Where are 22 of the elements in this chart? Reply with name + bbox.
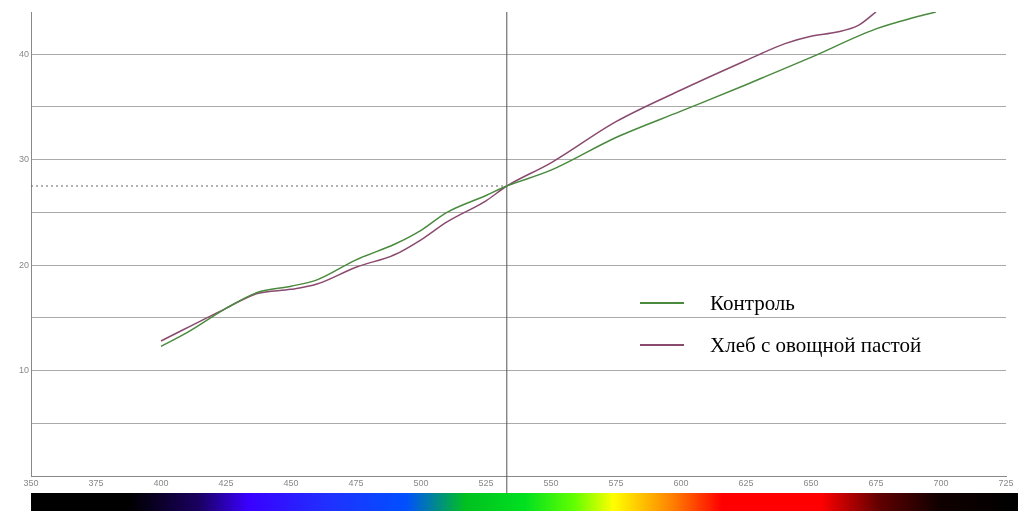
y-tick-label: 10: [18, 365, 29, 376]
x-tick-label: 525: [478, 477, 494, 488]
x-tick-label: 675: [868, 477, 884, 488]
x-tick-label: 500: [413, 477, 429, 488]
y-tick-label: 30: [18, 154, 29, 165]
x-tick-label: 375: [88, 477, 104, 488]
x-tick-label: 450: [283, 477, 299, 488]
x-tick-label: 700: [933, 477, 949, 488]
y-tick-label: 40: [18, 48, 29, 59]
x-tick-label: 425: [218, 477, 234, 488]
x-tick-label: 475: [348, 477, 364, 488]
x-tick-label: 600: [673, 477, 689, 488]
x-tick-label: 400: [153, 477, 169, 488]
x-tick-label: 550: [543, 477, 559, 488]
legend-label: Хлеб с овощной пастой: [710, 332, 922, 358]
y-tick-label: 20: [18, 259, 29, 270]
x-tick-label: 725: [998, 477, 1014, 488]
x-tick-label: 350: [23, 477, 39, 488]
legend-label: Контроль: [710, 290, 795, 316]
x-tick-label: 650: [803, 477, 819, 488]
x-tick-label: 575: [608, 477, 624, 488]
x-tick-label: 625: [738, 477, 754, 488]
